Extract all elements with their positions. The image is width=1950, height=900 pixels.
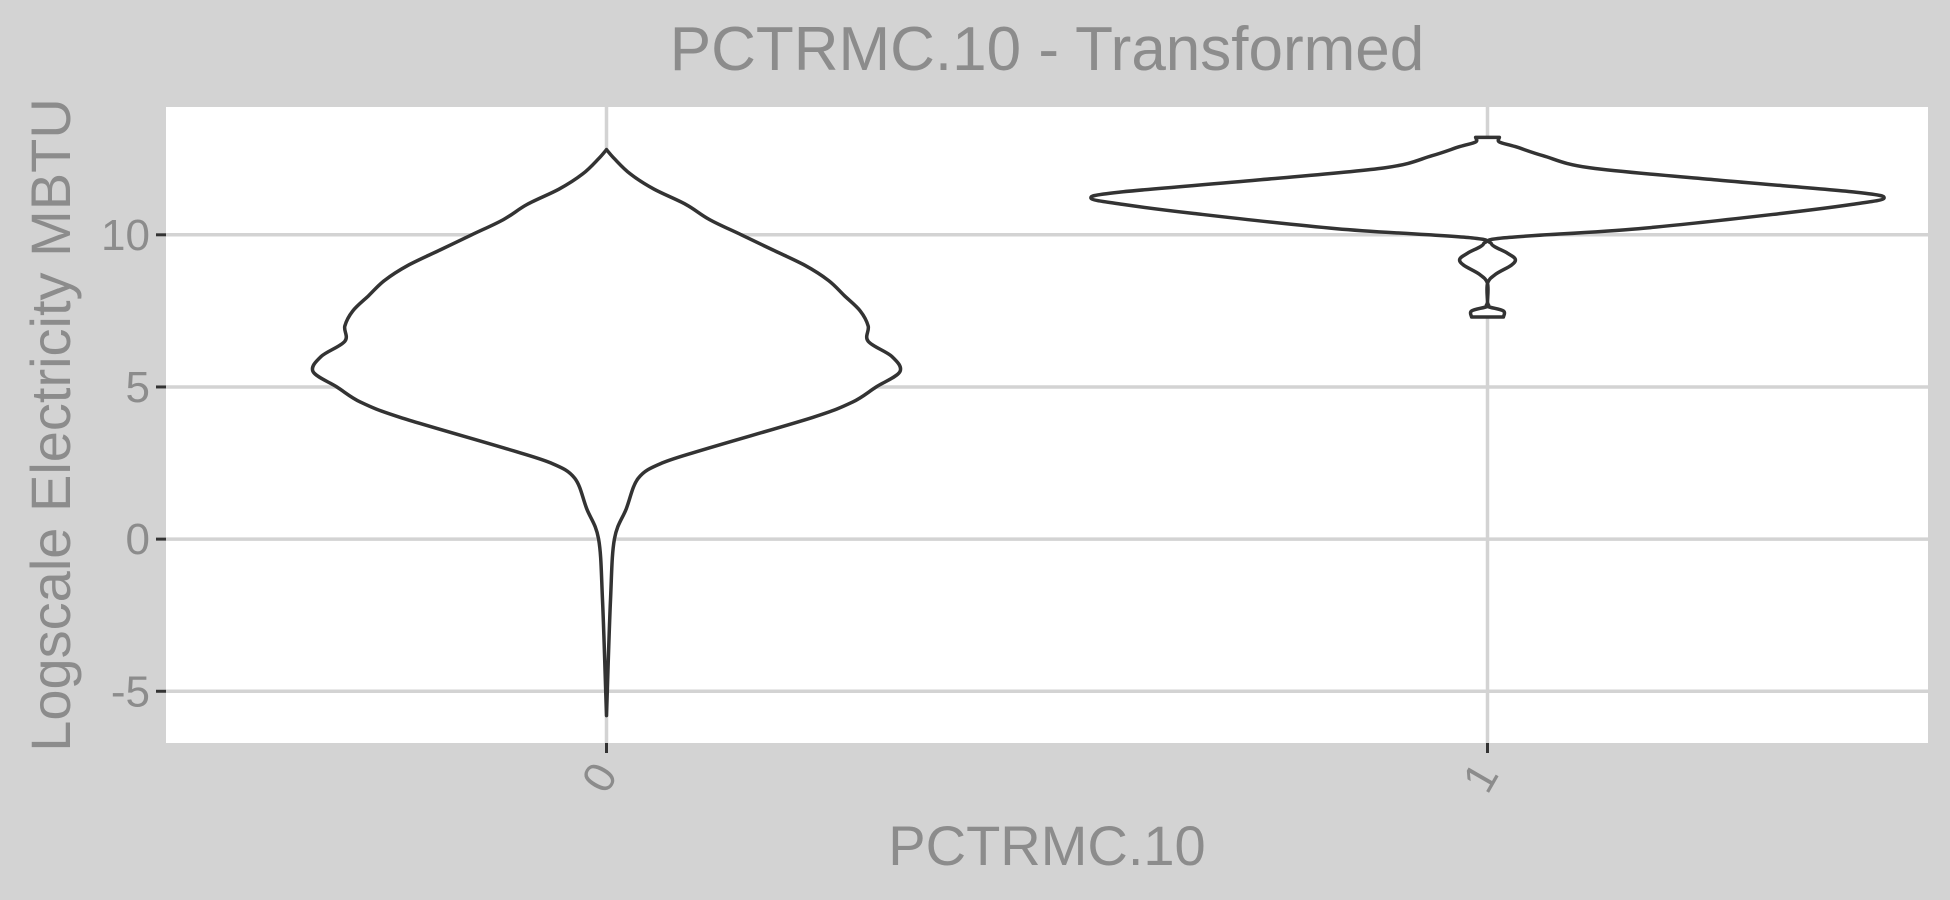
axis-layer: -5 0 5 10 0 1 (101, 211, 1508, 801)
y-tick-label: -5 (111, 667, 150, 716)
y-axis-title: Logscale Electricity MBTU (19, 98, 82, 752)
x-tick-label: 1 (1454, 755, 1509, 801)
violin-0 (310, 147, 903, 718)
y-tick-label: 10 (101, 211, 150, 260)
x-tick-label: 0 (573, 755, 628, 801)
y-tick-label: 0 (126, 515, 150, 564)
y-tick-label: 5 (126, 363, 150, 412)
x-axis-title: PCTRMC.10 (888, 814, 1205, 877)
violin-1 (1089, 135, 1886, 319)
violin-layer (310, 135, 1886, 718)
chart-title: PCTRMC.10 - Transformed (670, 15, 1425, 84)
